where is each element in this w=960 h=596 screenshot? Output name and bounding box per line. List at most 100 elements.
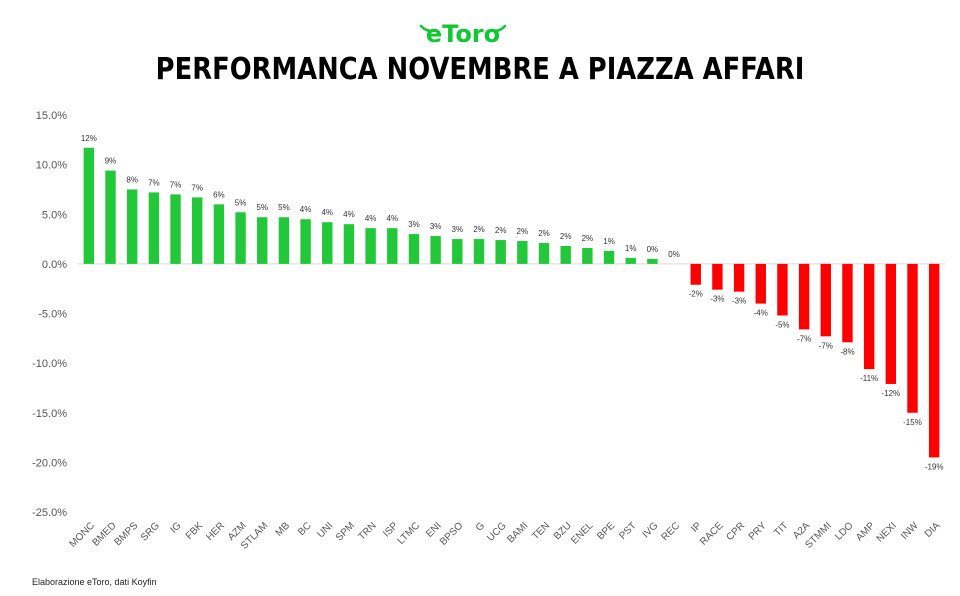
x-tick-label: PRY: [747, 520, 769, 542]
data-label: 2%: [473, 225, 485, 234]
bar-ig: [170, 194, 181, 264]
x-tick-label: HER: [204, 520, 227, 543]
bar-ip: [690, 263, 701, 285]
x-tick-label: MONC: [68, 520, 97, 549]
data-label: 4%: [300, 205, 312, 214]
source-note: Elaborazione eToro, dati Koyfin: [32, 577, 157, 587]
data-label: -3%: [710, 295, 724, 304]
x-tick-label: CPR: [724, 520, 747, 543]
bar-fbk: [192, 197, 203, 264]
data-label: -4%: [754, 309, 768, 318]
data-label: -7%: [819, 341, 833, 350]
y-tick-label: 10.0%: [36, 160, 67, 172]
y-tick-label: 5.0%: [42, 209, 67, 221]
bar-g: [473, 239, 485, 264]
bar-cpr: [733, 263, 745, 292]
bar-ten: [538, 243, 550, 264]
data-label: -3%: [732, 297, 746, 306]
data-label: 2%: [517, 227, 529, 236]
data-label: 9%: [105, 157, 117, 166]
data-label: 5%: [235, 198, 247, 207]
y-tick-label: -10.0%: [32, 358, 67, 370]
data-label: -11%: [860, 374, 878, 383]
bar-a2a: [798, 263, 810, 330]
data-label: 2%: [582, 234, 594, 243]
bar-spm: [343, 224, 355, 264]
bar-trn: [365, 228, 376, 264]
brand-logo-text: eToro: [426, 20, 500, 48]
bar-bzu: [560, 246, 571, 264]
x-tick-label: G: [474, 520, 487, 533]
data-label: 3%: [430, 222, 442, 231]
bar-bmps: [126, 189, 138, 264]
data-label: 3%: [408, 220, 420, 229]
data-label: 2%: [538, 229, 550, 238]
data-label: -15%: [903, 418, 922, 427]
data-label: -12%: [881, 389, 900, 398]
data-label: 2%: [560, 232, 572, 241]
data-label: -7%: [797, 334, 811, 343]
etoro-logo: eToro: [419, 20, 507, 48]
bar-tit: [777, 263, 788, 316]
data-label: 3%: [452, 225, 464, 234]
bull-horns-icon: [419, 24, 438, 33]
y-tick-label: -25.0%: [32, 507, 67, 519]
bar-azm: [235, 212, 246, 264]
bar-stlam: [257, 217, 268, 264]
bar-dia: [928, 263, 940, 458]
x-tick-label: REC: [659, 520, 682, 543]
y-tick-label: -5.0%: [38, 309, 67, 321]
x-tick-label: UNI: [315, 520, 335, 540]
bar-enel: [582, 247, 593, 264]
bar-bc: [300, 219, 311, 264]
bar-bpso: [452, 239, 463, 264]
y-tick-label: 15.0%: [36, 110, 67, 122]
x-tick-label: FBK: [184, 520, 206, 542]
x-tick-label: RACE: [698, 520, 726, 548]
x-tick-label: ENEL: [569, 520, 596, 547]
x-tick-label: LTMC: [396, 520, 423, 547]
x-tick-label: TIT: [772, 520, 790, 538]
chart-title: PERFORMANCA NOVEMBRE A PIAZZA AFFARI: [155, 52, 805, 87]
bar-ldo: [842, 263, 853, 343]
bar-eni: [430, 236, 441, 264]
data-label: 0%: [668, 250, 680, 259]
x-tick-label: MB: [274, 520, 293, 539]
data-label: 7%: [191, 183, 203, 192]
data-label: 1%: [625, 244, 637, 253]
x-tick-label: AMP: [854, 520, 877, 543]
x-tick-label: TRN: [356, 520, 378, 542]
data-label: 6%: [213, 190, 225, 199]
bar-stmmi: [820, 263, 831, 337]
bar-monc: [83, 147, 95, 264]
data-label: 1%: [603, 237, 615, 246]
data-label: -5%: [775, 320, 789, 329]
x-tick-label: SRG: [139, 520, 162, 543]
data-label: 12%: [81, 134, 97, 143]
x-tick-label: SPM: [334, 520, 357, 543]
bull-horns-icon-right: [488, 24, 507, 33]
y-tick-label: 0.0%: [42, 259, 67, 271]
bar-race: [712, 263, 723, 290]
x-tick-label: IP: [689, 520, 704, 535]
bar-pst: [625, 257, 636, 264]
bar-uni: [322, 222, 333, 264]
y-tick-label: -15.0%: [32, 408, 67, 420]
bar-her: [213, 204, 225, 264]
bar-bpe: [603, 250, 615, 264]
data-label: -8%: [840, 347, 854, 356]
bar-ltmc: [408, 234, 420, 264]
bar-bami: [517, 241, 528, 264]
bar-inw: [907, 263, 918, 413]
x-tick-label: UCG: [485, 520, 509, 544]
data-label: -19%: [925, 462, 944, 471]
bar-mb: [278, 217, 290, 264]
data-label: 5%: [256, 203, 268, 212]
bar-bmed: [105, 170, 116, 264]
data-label: 2%: [495, 226, 507, 235]
bar-ivg: [647, 258, 658, 264]
x-tick-label: BMED: [90, 520, 118, 548]
data-label: 4%: [321, 208, 333, 217]
data-label: 4%: [365, 214, 377, 223]
